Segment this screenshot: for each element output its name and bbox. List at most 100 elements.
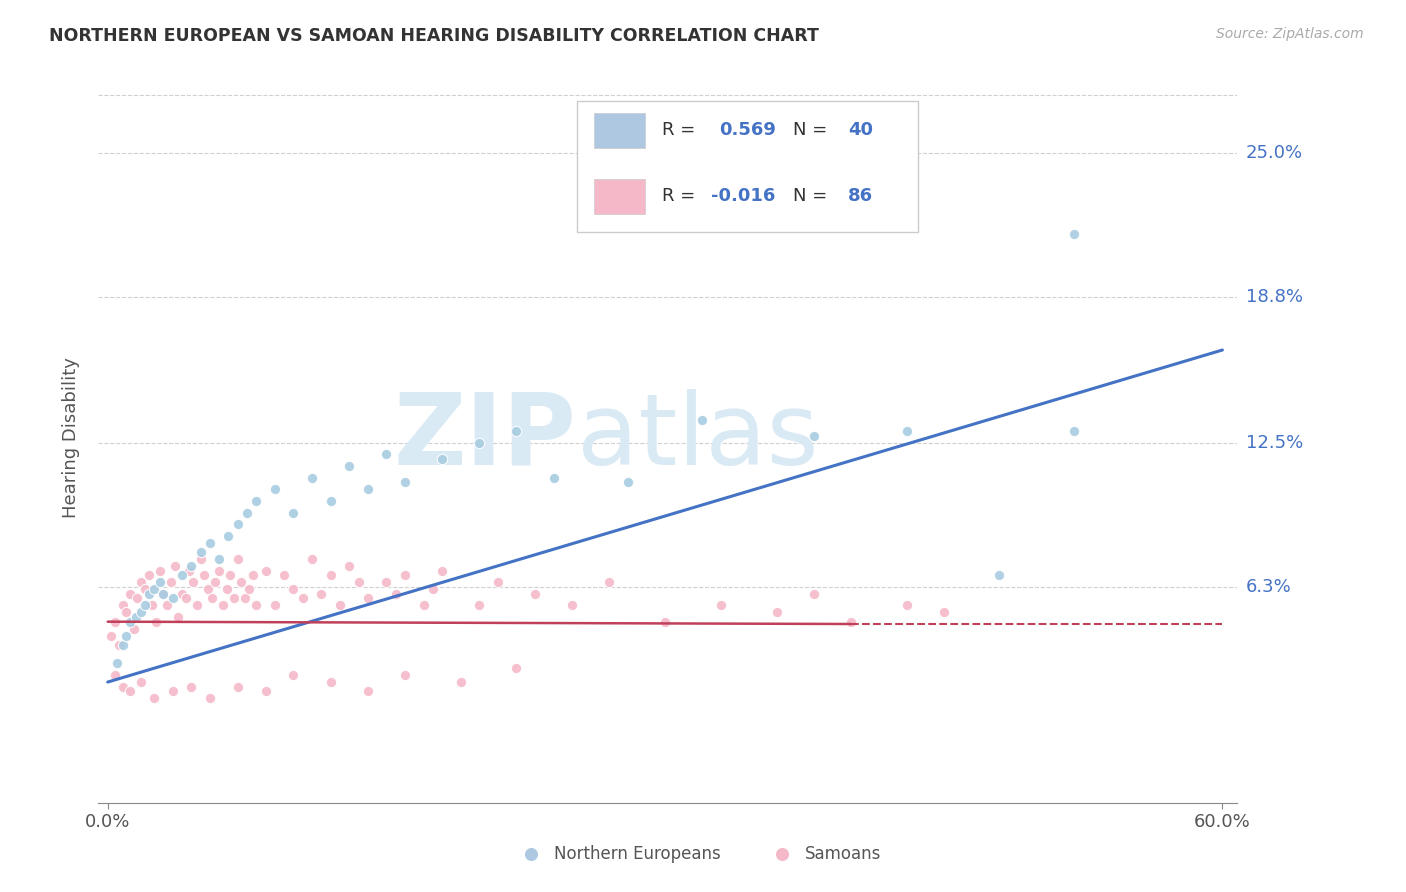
Point (839, 615, 862, 629)
Point (394, 668, 416, 682)
Point (100, 629, 122, 643)
Point (561, 599, 583, 613)
Point (337, 459, 360, 474)
Point (134, 582, 156, 597)
Point (162, 591, 184, 606)
Text: 25.0%: 25.0% (1246, 144, 1303, 161)
Point (505, 661, 527, 675)
Point (118, 615, 141, 629)
Point (375, 448, 398, 462)
Point (264, 483, 287, 497)
Point (301, 552, 323, 566)
Point (204, 575, 226, 590)
Point (118, 684, 141, 698)
Point (108, 638, 131, 652)
Point (118, 587, 141, 601)
FancyBboxPatch shape (593, 113, 645, 148)
Point (197, 582, 219, 597)
Point (170, 587, 193, 601)
Point (149, 575, 172, 590)
Point (186, 599, 208, 613)
Point (932, 606, 955, 620)
Point (212, 599, 235, 613)
Point (245, 599, 267, 613)
Point (167, 610, 190, 624)
Point (486, 575, 509, 590)
Point (765, 606, 787, 620)
FancyBboxPatch shape (593, 179, 645, 214)
Point (104, 615, 127, 629)
Point (311, 587, 333, 601)
Point (149, 564, 172, 578)
Point (226, 680, 249, 694)
Point (803, 587, 825, 601)
Point (254, 684, 277, 698)
Text: -0.016: -0.016 (711, 186, 776, 204)
Text: R =: R = (662, 121, 702, 139)
Point (152, 587, 174, 601)
Point (245, 494, 267, 508)
Text: Samoans: Samoans (804, 845, 882, 863)
Point (115, 629, 138, 643)
Point (654, 615, 676, 629)
Point (430, 452, 453, 467)
Point (129, 575, 152, 590)
Point (124, 610, 146, 624)
Point (450, 675, 472, 690)
Point (690, 412, 713, 426)
Point (217, 529, 239, 543)
Point (198, 535, 221, 549)
Text: 6.3%: 6.3% (1246, 578, 1291, 596)
Point (1211, 888, 1233, 892)
Text: atlas: atlas (576, 389, 818, 485)
Point (319, 675, 342, 690)
Point (896, 599, 918, 613)
Point (291, 591, 314, 606)
Point (1063, 424, 1085, 438)
Text: N =: N = (793, 186, 834, 204)
Point (111, 638, 134, 652)
Point (180, 558, 202, 573)
Point (134, 599, 156, 613)
Point (152, 587, 174, 601)
Text: 18.8%: 18.8% (1246, 287, 1302, 306)
Point (179, 564, 201, 578)
Point (115, 606, 138, 620)
Point (215, 582, 238, 597)
Point (127, 591, 149, 606)
Point (273, 568, 295, 582)
Point (337, 558, 360, 573)
Point (238, 582, 260, 597)
Point (208, 564, 231, 578)
Point (319, 568, 342, 582)
Text: 40: 40 (848, 121, 873, 139)
Point (145, 615, 167, 629)
Point (111, 599, 134, 613)
Point (254, 564, 277, 578)
Text: NORTHERN EUROPEAN VS SAMOAN HEARING DISABILITY CORRELATION CHART: NORTHERN EUROPEAN VS SAMOAN HEARING DISA… (49, 27, 820, 45)
Point (394, 475, 416, 490)
Text: 0.569: 0.569 (718, 121, 776, 139)
Point (181, 575, 204, 590)
Text: 86: 86 (848, 186, 873, 204)
Point (138, 587, 160, 601)
Point (162, 684, 184, 698)
Point (283, 506, 305, 520)
Point (190, 545, 212, 559)
Point (156, 599, 179, 613)
Point (129, 675, 152, 690)
Point (190, 552, 212, 566)
FancyBboxPatch shape (576, 101, 918, 232)
Point (180, 680, 202, 694)
Point (524, 587, 547, 601)
Point (129, 606, 152, 620)
Point (233, 591, 256, 606)
Point (301, 471, 323, 485)
Point (208, 552, 231, 566)
Point (264, 599, 287, 613)
Point (231, 575, 253, 590)
Point (430, 564, 453, 578)
Point (163, 558, 186, 573)
Point (357, 591, 380, 606)
Point (111, 680, 134, 694)
